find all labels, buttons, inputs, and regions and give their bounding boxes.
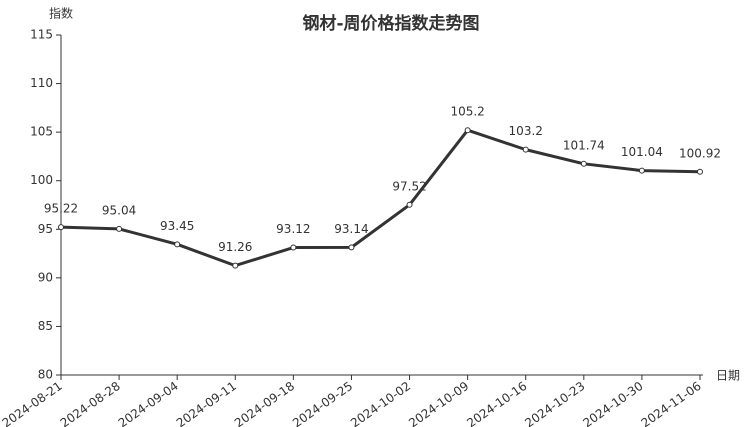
data-label: 91.26	[218, 240, 252, 254]
x-tick-label: 2024-10-02	[348, 379, 413, 427]
data-label: 95.04	[102, 203, 136, 217]
point	[174, 241, 181, 248]
data-label: 105.2	[450, 105, 484, 119]
y-axis-label: 指数	[49, 6, 73, 21]
x-tick-label: 2024-08-28	[58, 379, 123, 427]
chart-title: 钢材-周价格指数走势图	[302, 13, 479, 34]
data-label: 93.14	[334, 222, 368, 236]
y-tick-label: 110	[30, 76, 53, 90]
x-axis-label: 日期	[716, 369, 740, 383]
data-label: 97.52	[392, 179, 426, 193]
point	[464, 127, 471, 134]
point	[232, 262, 239, 269]
point	[580, 160, 587, 167]
data-label: 93.12	[276, 222, 310, 236]
x-tick-label: 2024-11-06	[639, 379, 704, 427]
y-tick-label: 100	[30, 173, 53, 187]
point	[406, 201, 413, 208]
point	[290, 244, 297, 251]
point	[522, 146, 529, 153]
y-tick-label: 115	[30, 28, 53, 42]
line	[60, 128, 701, 268]
x-tick-label: 2024-09-11	[174, 379, 239, 427]
x-tick-label: 2024-10-23	[522, 379, 587, 427]
data-label: 101.04	[621, 145, 663, 159]
x-tick-label: 2024-10-09	[406, 379, 471, 427]
data-label: 103.2	[509, 124, 543, 138]
point	[638, 167, 645, 174]
x-tick-label: 2024-09-25	[290, 379, 355, 427]
x-tick-label: 2024-10-30	[580, 379, 645, 427]
y-tick-label: 85	[38, 319, 53, 333]
point	[348, 244, 355, 251]
data-label: 95.22	[44, 202, 78, 216]
data-label: 93.45	[160, 219, 194, 233]
data-label: 101.74	[563, 138, 605, 152]
point	[697, 168, 703, 175]
y-tick-label: 105	[30, 125, 53, 139]
x-tick-label: 2024-09-18	[232, 379, 297, 427]
point	[116, 225, 123, 232]
data-label: 100.92	[679, 146, 721, 160]
x-tick-label: 2024-09-04	[116, 379, 181, 427]
point	[58, 224, 64, 231]
x-tick-label: 2024-10-16	[464, 379, 529, 427]
y-tick-label: 95	[38, 222, 53, 236]
y-tick-label: 90	[38, 270, 53, 284]
x-tick-label: 2024-08-21	[0, 379, 65, 427]
y-tick-label: 80	[38, 368, 53, 382]
